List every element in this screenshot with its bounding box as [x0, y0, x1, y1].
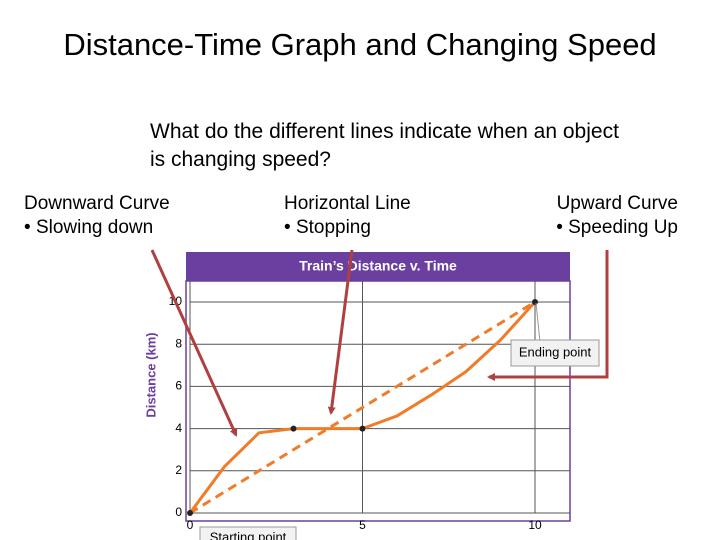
x-tick-label: 0: [187, 518, 194, 532]
annotation: Starting point: [210, 529, 287, 540]
column-heading: Upward Curve: [556, 193, 678, 214]
column: Upward Curve • Speeding Up: [516, 192, 678, 240]
y-tick-label: 8: [175, 336, 182, 350]
x-tick-label: 5: [359, 518, 366, 532]
annotation-box: [199, 526, 297, 540]
bullet-text: Stopping: [295, 217, 371, 238]
chart-title: Train’s Distance v. Time: [299, 258, 457, 274]
bullet-text: Slowing down: [35, 217, 154, 238]
bullet-text: Speeding Up: [568, 217, 678, 238]
point: [359, 425, 366, 432]
series-line: [189, 300, 536, 515]
question: What do the different lines indicate whe…: [150, 120, 619, 171]
column: Downward Curve • Slowing down: [24, 192, 170, 240]
plot-area: [185, 280, 571, 522]
chart-header: [186, 252, 570, 281]
column-bullet: • Stopping: [284, 217, 371, 238]
column: Horizontal Line • Stopping: [284, 192, 411, 240]
point: [187, 510, 193, 516]
arrow: [487, 250, 609, 381]
column-heading: Horizontal Line: [284, 193, 411, 214]
y-axis-label: Distance (km): [143, 332, 158, 417]
column-bullet: • Slowing down: [24, 217, 154, 238]
y-tick-label: 0: [175, 505, 182, 519]
point: [290, 425, 297, 432]
annotation: Ending point: [519, 344, 592, 359]
point: [532, 299, 538, 305]
arrow: [150, 249, 238, 437]
leader: [535, 302, 541, 343]
annotation-box: [510, 339, 600, 367]
y-tick-label: 2: [175, 463, 182, 477]
column-bullet: • Speeding Up: [556, 217, 678, 238]
slide-title: Distance-Time Graph and Changing Speed: [63, 27, 657, 62]
x-tick-label: 10: [528, 518, 542, 532]
column-heading: Downward Curve: [24, 193, 170, 214]
y-tick-label: 6: [175, 379, 182, 393]
y-tick-label: 4: [175, 421, 182, 435]
arrow: [327, 249, 354, 415]
